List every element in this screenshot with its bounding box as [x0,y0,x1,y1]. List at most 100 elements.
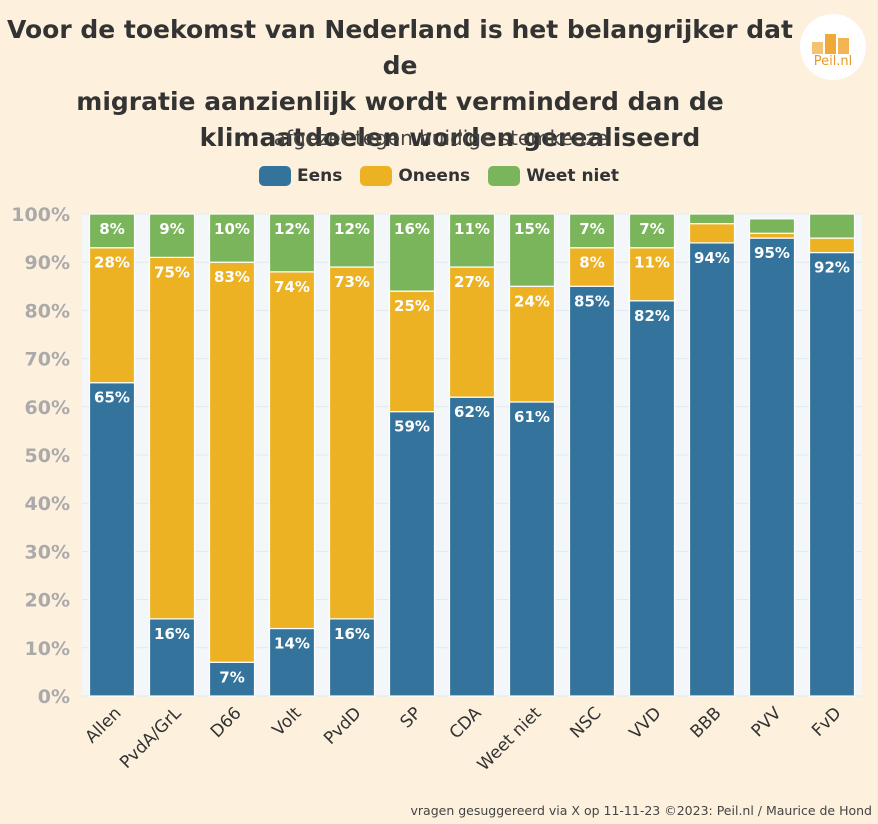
bar-weet-niet [328,213,376,268]
data-label: 61% [514,408,550,426]
legend-item-eens: Eens [258,166,343,186]
bar-weet-niet [208,213,256,263]
data-label: 28% [94,254,130,272]
footer-credit: vragen gesuggereerd via X op 11-11-23 ©2… [410,803,873,818]
data-label: 11% [634,254,670,272]
bar-oneens [748,232,796,239]
y-tick-label: 90% [25,252,70,274]
x-tick-label: BBB [687,703,726,742]
bar-eens [448,396,496,697]
bar-weet-niet [628,213,676,249]
data-label: 14% [274,635,310,653]
data-label: 73% [334,273,370,291]
y-tick-label: 80% [25,300,70,322]
bar-eens [88,382,136,697]
bar-eens [328,618,376,697]
bar-weet-niet [568,213,616,249]
x-tick-label: PvdD [320,703,365,748]
data-label: 7% [219,668,244,686]
legend-item-oneens: Oneens [360,166,470,186]
x-tick-label: CDA [446,703,486,743]
legend-item-weet-niet: Weet niet [488,166,619,186]
bar-weet-niet [748,218,796,234]
bar-eens [388,411,436,697]
data-label: 7% [639,220,664,238]
data-label: 15% [514,220,550,238]
bar-eens [148,618,196,697]
bar-oneens [328,266,376,620]
chart-subtitle: afgezet tegen huidige stemkeuze [273,126,609,150]
data-label: 83% [214,268,250,286]
data-label: 11% [454,220,490,238]
y-tick-label: 100% [11,204,70,226]
bar-oneens [628,247,676,302]
data-label: 74% [274,278,310,296]
bar-eens [688,242,736,697]
data-label: 7% [579,220,604,238]
data-label: 95% [754,244,790,262]
stacked-bar-chart: 0% 10% 20% 30% 40% 50% 60% 70% 80% 90% 100% 65% 28% 8… [11,204,862,775]
x-tick-label: NSC [566,703,605,742]
y-tick-label: 20% [25,590,70,612]
data-label: 59% [394,418,430,436]
data-label: 25% [394,297,430,315]
data-label: 12% [274,220,310,238]
bar-eens [748,237,796,697]
legend-swatch-eens [258,166,291,186]
legend-label-weet-niet: Weet niet [526,166,620,186]
chart-title: Voor de toekomst van Nederland is het be… [0,12,800,156]
bar-eens [628,300,676,697]
bar-eens [208,661,256,697]
title-line-3: klimaatdoelen worden gerealiseerd [199,123,701,152]
bar-weet-niet [808,213,856,239]
data-label: 62% [454,403,490,421]
y-tick-label: 10% [25,638,70,660]
data-label: 12% [334,220,370,238]
data-label: 82% [634,307,670,325]
data-label: 94% [694,249,730,267]
data-label: 9% [159,220,184,238]
x-tick-label: VVD [626,703,666,743]
bar-oneens [148,256,196,620]
x-tick-label: D66 [207,703,246,742]
data-label: 16% [394,220,430,238]
bar-weet-niet [508,213,556,287]
bar-oneens [508,285,556,403]
legend-label-eens: Eens [296,166,343,186]
legend-label-oneens: Oneens [398,166,471,186]
data-label: 16% [334,625,370,643]
bar-weet-niet [448,213,496,268]
x-tick-label: PVV [748,703,786,741]
bar-weet-niet [268,213,316,273]
data-label: 16% [154,625,190,643]
logo-text: Peil.nl [813,54,853,69]
y-tick-label: 30% [25,541,70,563]
bar-weet-niet [688,213,736,225]
bar-oneens [88,247,136,384]
bar-weet-niet [148,213,196,258]
bar-weet-niet [88,213,136,249]
data-label: 75% [154,263,190,281]
data-label: 27% [454,273,490,291]
bar-eens [508,401,556,697]
data-label: 8% [99,220,124,238]
legend-swatch-oneens [360,166,393,186]
bar-oneens [208,261,256,663]
y-tick-label: 50% [25,445,70,467]
data-label: 10% [214,220,250,238]
title-line-1: Voor de toekomst van Nederland is het be… [7,15,793,80]
bar-oneens [268,271,316,630]
legend-swatch-weet-niet [488,166,521,186]
data-label: 65% [94,389,130,407]
y-tick-label: 0% [38,686,70,708]
bar-eens [808,251,856,697]
y-tick-label: 70% [25,349,70,371]
peil-logo: Peil.nl [800,14,866,80]
bar-oneens [688,223,736,244]
data-label: 24% [514,292,550,310]
bar-oneens [568,247,616,287]
data-label: 85% [574,292,610,310]
x-tick-label: Weet niet [474,703,546,775]
data-label: 92% [814,259,850,277]
data-label: 8% [579,254,604,272]
